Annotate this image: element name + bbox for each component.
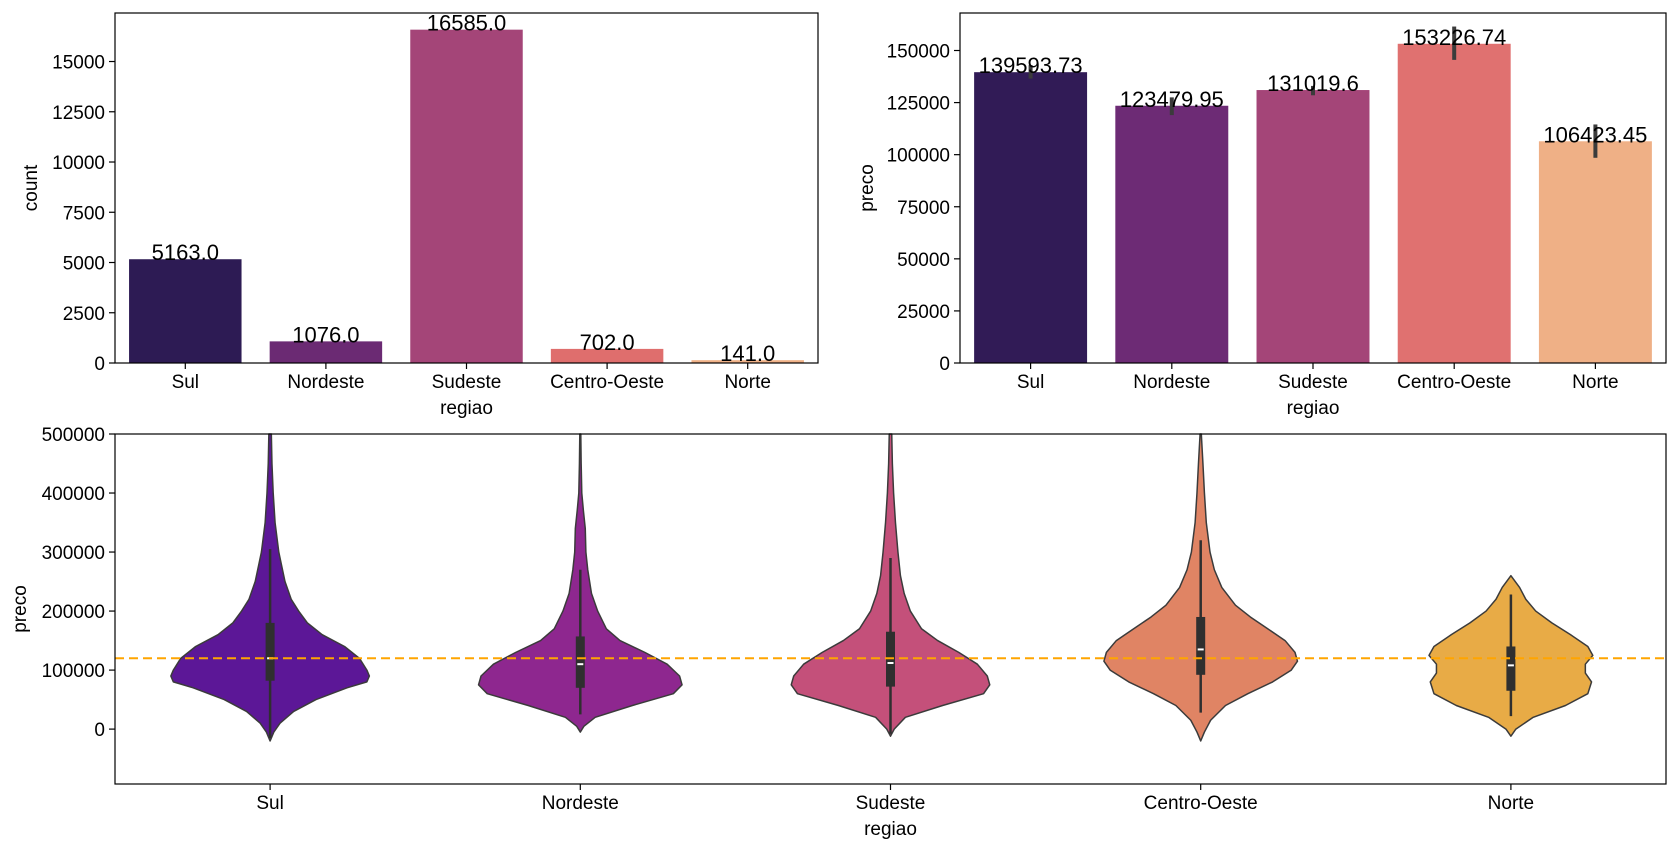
- x-tick-label: Nordeste: [542, 793, 619, 814]
- y-tick-label: 150000: [887, 42, 950, 63]
- y-tick-label: 0: [94, 720, 105, 741]
- x-tick-label: Norte: [1488, 793, 1534, 814]
- bar: [269, 341, 383, 363]
- bar: [1256, 90, 1370, 363]
- x-tick-label: Sudeste: [432, 372, 502, 393]
- bar: [1538, 141, 1652, 363]
- y-tick-label: 50000: [897, 250, 950, 271]
- x-tick-label: Centro-Oeste: [550, 372, 664, 393]
- violin-iqr-box: [265, 622, 275, 681]
- y-tick-label: 0: [94, 354, 105, 375]
- y-tick-label: 25000: [897, 302, 950, 323]
- x-axis-label: regiao: [440, 398, 493, 419]
- x-tick-label: Centro-Oeste: [1144, 793, 1258, 814]
- y-tick-label: 100000: [887, 146, 950, 167]
- y-tick-label: 7500: [63, 203, 105, 224]
- y-tick-label: 500000: [42, 425, 105, 446]
- x-tick-label: Sudeste: [1278, 372, 1348, 393]
- violin-iqr-box: [575, 636, 585, 688]
- y-tick-label: 125000: [887, 94, 950, 115]
- bar-value-label: 106423.45: [1543, 122, 1647, 147]
- x-tick-label: Centro-Oeste: [1397, 372, 1511, 393]
- violin-iqr-box: [1196, 616, 1206, 675]
- x-tick-label: Sudeste: [856, 793, 926, 814]
- bar: [129, 259, 242, 363]
- x-axis-label: regiao: [864, 819, 917, 840]
- bar-value-label: 139593.73: [979, 53, 1083, 78]
- bar-value-label: 153226.74: [1402, 25, 1506, 50]
- x-tick-label: Norte: [1572, 372, 1618, 393]
- mean-price-by-region-chart: 0 25000 50000 75000 100000 125000 150000 Sul Nor…: [857, 12, 1667, 419]
- y-tick-label: 100000: [42, 661, 105, 682]
- y-tick-label: 12500: [52, 103, 105, 124]
- bar: [691, 360, 804, 363]
- x-axis-label: regiao: [1287, 398, 1340, 419]
- y-tick-label: 10000: [52, 153, 105, 174]
- y-axis-label: preco: [857, 164, 878, 212]
- bar-value-label: 123479.95: [1120, 87, 1224, 112]
- bar-value-label: 1076.0: [292, 322, 359, 347]
- price-distribution-violin-chart: 0 100000 200000 300000 400000 500000 Sul Nordes…: [10, 425, 1667, 840]
- y-tick-label: 2500: [63, 304, 105, 325]
- x-tick-label: Nordeste: [1133, 372, 1210, 393]
- x-tick-label: Sul: [1017, 372, 1044, 393]
- bar: [410, 29, 523, 364]
- y-axis-label: preco: [10, 585, 31, 633]
- bar: [1397, 43, 1511, 364]
- x-tick-label: Norte: [724, 372, 770, 393]
- y-tick-label: 75000: [897, 198, 950, 219]
- x-tick-label: Sul: [172, 372, 199, 393]
- bar: [550, 348, 664, 363]
- axes-frame: [959, 12, 1667, 364]
- y-tick-label: 15000: [52, 53, 105, 74]
- count-by-region-chart: 0 2500 5000 7500 10000 12500 15000 Sul Nordeste S…: [21, 11, 819, 419]
- axes-frame: [114, 12, 819, 364]
- y-tick-label: 400000: [42, 484, 105, 505]
- x-tick-label: Sul: [256, 793, 283, 814]
- y-tick-label: 300000: [42, 543, 105, 564]
- bar-value-label: 702.0: [580, 330, 635, 355]
- x-tick-label: Nordeste: [287, 372, 364, 393]
- bar-value-label: 131019.6: [1267, 71, 1359, 96]
- axes-frame: [114, 433, 1667, 785]
- y-tick-label: 200000: [42, 602, 105, 623]
- y-tick-label: 5000: [63, 254, 105, 275]
- bar: [1115, 105, 1229, 363]
- y-tick-label: 0: [939, 354, 950, 375]
- violin-iqr-box: [1506, 646, 1516, 691]
- bar-value-label: 141.0: [720, 341, 775, 366]
- bar-value-label: 16585.0: [427, 11, 507, 36]
- bar: [974, 72, 1088, 364]
- bar-value-label: 5163.0: [152, 240, 219, 265]
- y-axis-label: count: [21, 164, 42, 211]
